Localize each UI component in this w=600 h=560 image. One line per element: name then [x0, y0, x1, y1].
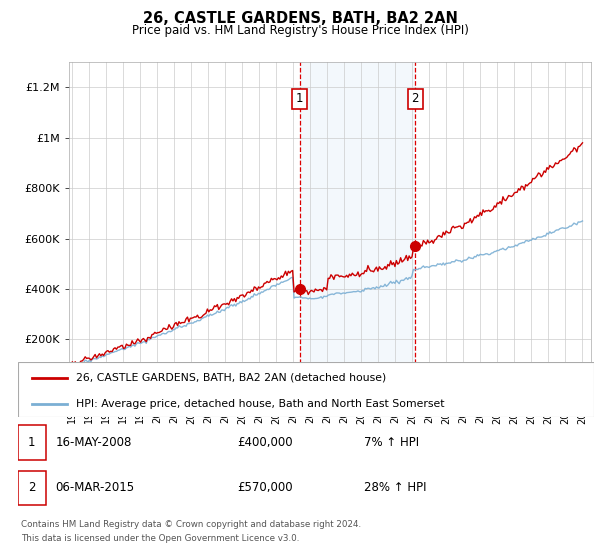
Text: 2: 2	[28, 482, 35, 494]
Text: 26, CASTLE GARDENS, BATH, BA2 2AN (detached house): 26, CASTLE GARDENS, BATH, BA2 2AN (detac…	[76, 373, 386, 382]
Text: 1: 1	[296, 92, 304, 105]
Bar	[300, 62, 415, 390]
Text: Contains HM Land Registry data © Crown copyright and database right 2024.: Contains HM Land Registry data © Crown c…	[21, 520, 361, 529]
Bar	[18, 425, 46, 460]
Text: Price paid vs. HM Land Registry's House Price Index (HPI): Price paid vs. HM Land Registry's House …	[131, 24, 469, 36]
Bar	[18, 470, 46, 505]
Text: 16-MAY-2008: 16-MAY-2008	[55, 436, 132, 449]
Text: £570,000: £570,000	[237, 482, 293, 494]
Text: 26, CASTLE GARDENS, BATH, BA2 2AN: 26, CASTLE GARDENS, BATH, BA2 2AN	[143, 11, 457, 26]
Text: 2: 2	[412, 92, 419, 105]
Text: 06-MAR-2015: 06-MAR-2015	[55, 482, 134, 494]
Text: £400,000: £400,000	[237, 436, 293, 449]
Text: 7% ↑ HPI: 7% ↑ HPI	[364, 436, 419, 449]
Text: HPI: Average price, detached house, Bath and North East Somerset: HPI: Average price, detached house, Bath…	[76, 399, 444, 409]
Text: This data is licensed under the Open Government Licence v3.0.: This data is licensed under the Open Gov…	[21, 534, 299, 543]
Text: 1: 1	[28, 436, 35, 449]
Text: 28% ↑ HPI: 28% ↑ HPI	[364, 482, 426, 494]
